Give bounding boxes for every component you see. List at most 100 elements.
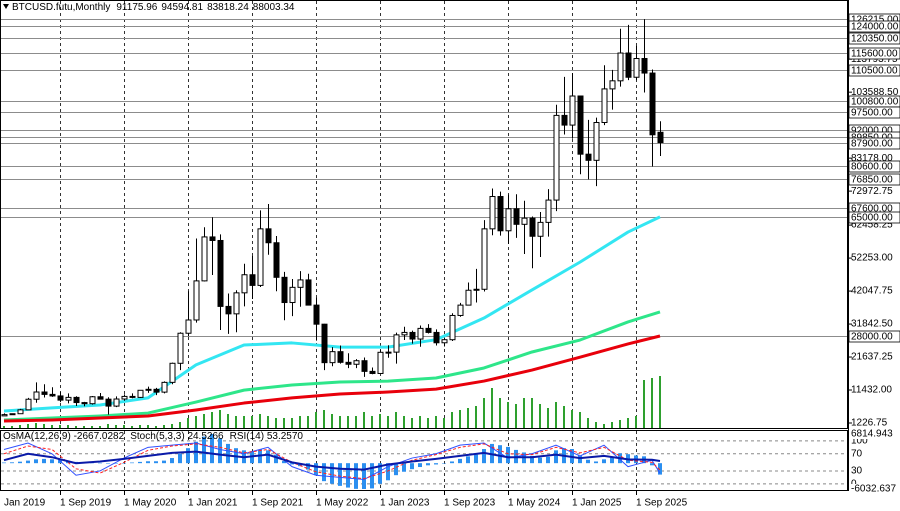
volume-bar bbox=[627, 418, 629, 428]
main-frame bbox=[0, 0, 848, 429]
volume-bar bbox=[387, 416, 389, 428]
candle-body bbox=[633, 58, 640, 78]
y2-tick-label: 70 bbox=[851, 448, 863, 459]
osma-bar bbox=[594, 461, 598, 464]
candle-body bbox=[465, 289, 472, 306]
osma-bar bbox=[138, 461, 142, 464]
volume-bar bbox=[659, 376, 661, 428]
volume-bar bbox=[619, 420, 621, 428]
y-tick-label: 52253.00 bbox=[851, 253, 893, 264]
osma-bar bbox=[210, 434, 214, 464]
candle-body bbox=[217, 239, 224, 307]
y-tick-label: 72972.75 bbox=[851, 186, 893, 197]
indicator-line bbox=[3, 442, 661, 481]
volume-bar bbox=[467, 408, 469, 428]
osma-bar bbox=[354, 463, 358, 489]
candle-body bbox=[489, 196, 496, 230]
volume-bar bbox=[547, 408, 549, 428]
osma-bar bbox=[434, 463, 438, 465]
candle-body bbox=[353, 360, 360, 365]
candle-body bbox=[57, 395, 64, 401]
candle-body bbox=[361, 360, 368, 372]
osma-bar bbox=[34, 459, 38, 464]
candle-body bbox=[441, 339, 448, 344]
y-tick-label: 6814.943 bbox=[851, 429, 893, 440]
candle-body bbox=[17, 409, 24, 415]
candle-body bbox=[137, 389, 144, 398]
candle-body bbox=[1, 414, 8, 417]
volume-bar bbox=[651, 378, 653, 428]
volume-bar bbox=[283, 418, 285, 428]
volume-bar bbox=[499, 398, 501, 428]
osma-bar bbox=[186, 448, 190, 464]
y-tick-label: 11432.00 bbox=[851, 385, 892, 396]
volume-bar bbox=[363, 412, 365, 428]
volume-bar bbox=[155, 426, 157, 428]
indicator-frame bbox=[0, 430, 848, 491]
y-tick-label: 103588.50 bbox=[851, 87, 899, 98]
osma-bar bbox=[530, 455, 534, 464]
candle-body bbox=[161, 381, 168, 393]
menu-triangle bbox=[3, 4, 9, 9]
volume-bar bbox=[99, 426, 101, 428]
candle-body bbox=[473, 288, 480, 291]
y-tick-label: 42047.75 bbox=[851, 286, 893, 297]
candle-body bbox=[201, 236, 208, 282]
volume-bar bbox=[211, 412, 213, 428]
osma-bar bbox=[338, 463, 342, 486]
candle-body bbox=[481, 228, 488, 290]
candle-body bbox=[561, 114, 568, 126]
osma-bar bbox=[482, 449, 486, 464]
volume-bar bbox=[275, 418, 277, 428]
osma-bar bbox=[586, 459, 590, 464]
volume-bar bbox=[459, 410, 461, 428]
candle-body bbox=[129, 395, 136, 398]
candle-body bbox=[81, 402, 88, 405]
osma-bar bbox=[162, 460, 166, 464]
osma-bar bbox=[282, 461, 286, 464]
candle-body bbox=[249, 274, 256, 286]
candle-body bbox=[617, 52, 624, 82]
y-tick-box bbox=[849, 429, 900, 439]
candle-body bbox=[41, 391, 48, 395]
volume-bar bbox=[563, 406, 565, 428]
candle-body bbox=[273, 242, 280, 278]
volume-bar bbox=[435, 416, 437, 428]
volume-bar bbox=[307, 416, 309, 428]
volume-bar bbox=[323, 410, 325, 428]
candle-body bbox=[449, 314, 456, 341]
osma-bar bbox=[218, 438, 222, 464]
osma-bar bbox=[466, 456, 470, 464]
candle-body bbox=[169, 362, 176, 383]
osma-bar bbox=[578, 455, 582, 464]
osma-bar bbox=[402, 463, 406, 472]
candle-body bbox=[121, 395, 128, 400]
volume-bar bbox=[491, 388, 493, 428]
volume-bar bbox=[395, 412, 397, 428]
volume-bar bbox=[187, 418, 189, 428]
candle-body bbox=[545, 199, 552, 223]
volume-bar bbox=[3, 426, 5, 428]
volume-bar bbox=[259, 414, 261, 428]
candle-body bbox=[329, 351, 336, 364]
volume-bar bbox=[571, 410, 573, 428]
volume-bar bbox=[603, 424, 605, 428]
volume-bar bbox=[523, 398, 525, 428]
x-tick-label: 1 Sep 2023 bbox=[444, 498, 496, 509]
volume-bar bbox=[91, 426, 93, 428]
volume-bar bbox=[291, 418, 293, 428]
osma-bar bbox=[106, 463, 110, 464]
x-tick-label: 1 Sep 2025 bbox=[636, 498, 688, 509]
osma-bar bbox=[170, 458, 174, 464]
moving-average bbox=[3, 334, 661, 423]
osma-bar bbox=[50, 459, 54, 464]
candle-body bbox=[409, 331, 416, 340]
osma-bar bbox=[290, 463, 294, 465]
symbol: BTCUSD.futu,Monthly bbox=[12, 2, 110, 13]
y2-tick-label: 0 bbox=[851, 478, 857, 489]
candle-body bbox=[257, 228, 264, 286]
osma-bar bbox=[58, 460, 62, 464]
candle-body bbox=[425, 327, 432, 333]
candle-body bbox=[25, 398, 32, 411]
candle-body bbox=[417, 327, 424, 340]
